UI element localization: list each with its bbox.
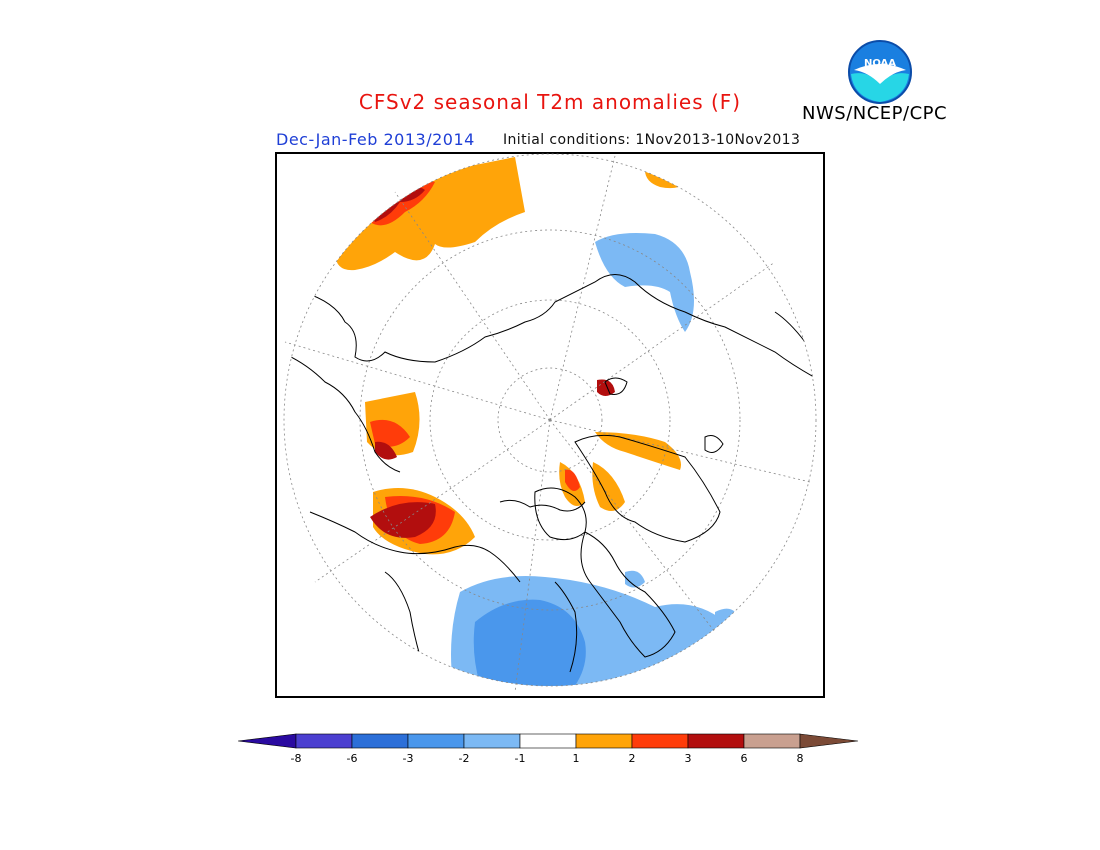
colorbar-cell — [631, 733, 689, 749]
noaa-logo: NOAA — [848, 40, 912, 104]
colorbar-cell — [743, 733, 801, 749]
colorbar-tick-label: -1 — [515, 752, 526, 765]
colorbar-arrow-high — [799, 733, 859, 749]
colorbar-tick-label: 6 — [741, 752, 748, 765]
polar-map — [275, 152, 825, 698]
strong-cool-anomaly-regions — [473, 599, 586, 686]
colorbar-cell — [463, 733, 521, 749]
season-label: Dec-Jan-Feb 2013/2014 — [276, 130, 475, 149]
colorbar-cell — [351, 733, 409, 749]
color-scale-bar: -8 -6 -3 -2 -1 1 2 3 6 8 — [238, 733, 859, 765]
colorbar-tick-label: 1 — [573, 752, 580, 765]
colorbar-tick-label: 2 — [629, 752, 636, 765]
coastlines — [284, 274, 816, 673]
graticule — [283, 153, 817, 693]
colorbar-tick-label: -6 — [347, 752, 358, 765]
colorbar-tick-label: 3 — [685, 752, 692, 765]
chart-title: CFSv2 seasonal T2m anomalies (F) — [358, 90, 742, 114]
initial-conditions-label: Initial conditions: 1Nov2013-10Nov2013 — [503, 132, 801, 148]
colorbar-tick-label: -2 — [459, 752, 470, 765]
colorbar-arrow-low — [238, 733, 297, 749]
colorbar-cell — [407, 733, 465, 749]
colorbar-tick-label: 8 — [797, 752, 804, 765]
colorbar-cell — [687, 733, 745, 749]
colorbar-tick-label: -3 — [403, 752, 414, 765]
organization-label: NWS/NCEP/CPC — [802, 103, 948, 124]
colorbar-cell — [295, 733, 353, 749]
colorbar-cell — [575, 733, 633, 749]
colorbar-cell — [519, 733, 577, 749]
colorbar-tick-label: -8 — [291, 752, 302, 765]
svg-text:NOAA: NOAA — [864, 58, 896, 69]
